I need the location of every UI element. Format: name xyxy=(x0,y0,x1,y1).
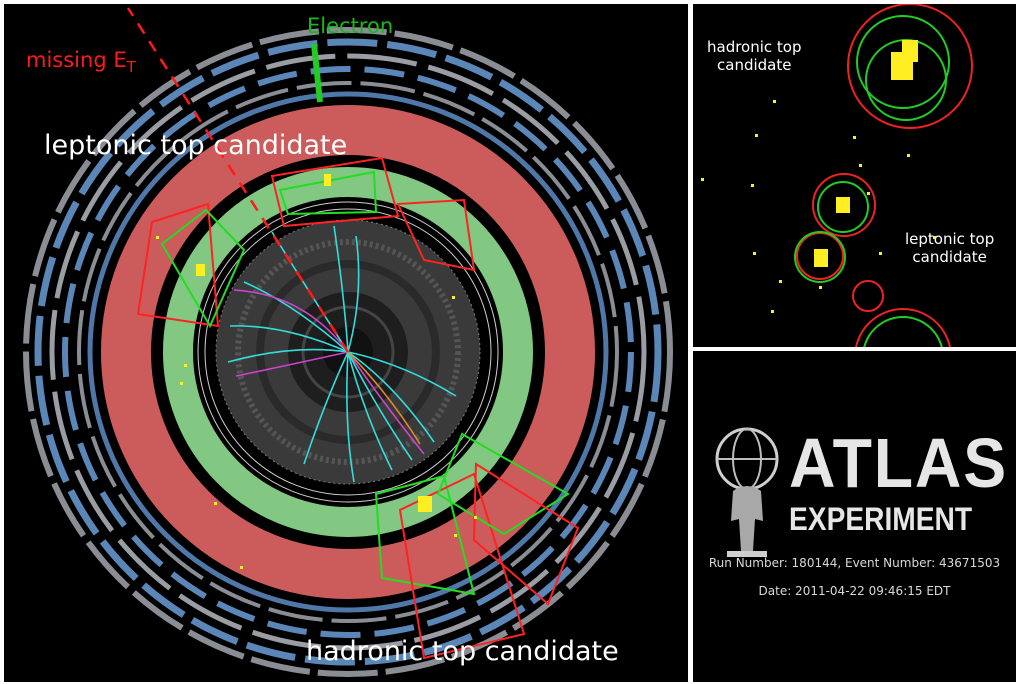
zoom-hadronic-line2: candidate xyxy=(717,56,792,74)
missing-et-text: missing E xyxy=(26,48,127,72)
muon-spectrometer xyxy=(23,27,673,677)
leptonic-top-label: leptonic top candidate xyxy=(44,130,348,161)
zoom-leptonic-label: leptonic top candidate xyxy=(905,230,994,266)
missing-et-subscript: T xyxy=(126,58,136,77)
electron-track xyxy=(311,43,323,103)
hadronic-calorimeter xyxy=(101,105,595,599)
eta-phi-view xyxy=(701,4,973,347)
experiment-wordmark: EXPERIMENT xyxy=(789,501,973,537)
zoom-leptonic-line1: leptonic top xyxy=(905,230,995,248)
em-calorimeter xyxy=(163,167,533,537)
zoom-hadronic-label: hadronic top candidate xyxy=(707,38,802,74)
event-display-zoom: hadronic top candidate leptonic top cand… xyxy=(693,4,1016,347)
event-display-main: Electron missing ET leptonic top candida… xyxy=(4,4,688,682)
detector-cross-section xyxy=(23,7,673,677)
atlas-logo-panel: ATLAS EXPERIMENT Run Number: 180144, Eve… xyxy=(693,351,1016,682)
zoom-leptonic-line2: candidate xyxy=(912,248,987,266)
missing-et-line xyxy=(126,7,350,353)
zoom-energy-deposits xyxy=(701,40,936,313)
jet-cones xyxy=(136,156,580,660)
run-event-info: Run Number: 180144, Event Number: 436715… xyxy=(708,556,1001,570)
zoom-hadronic-line1: hadronic top xyxy=(707,38,802,56)
energy-deposits xyxy=(156,174,477,569)
solenoid-ring xyxy=(197,201,499,503)
electron-label: Electron xyxy=(307,14,394,38)
missing-et-label: missing ET xyxy=(26,48,136,76)
atlas-figure-icon xyxy=(715,427,779,557)
atlas-wordmark: ATLAS xyxy=(789,424,1009,502)
jet-circles xyxy=(794,4,973,347)
event-date: Date: 2011-04-22 09:46:15 EDT xyxy=(758,584,951,598)
hadronic-top-label: hadronic top candidate xyxy=(306,636,619,667)
